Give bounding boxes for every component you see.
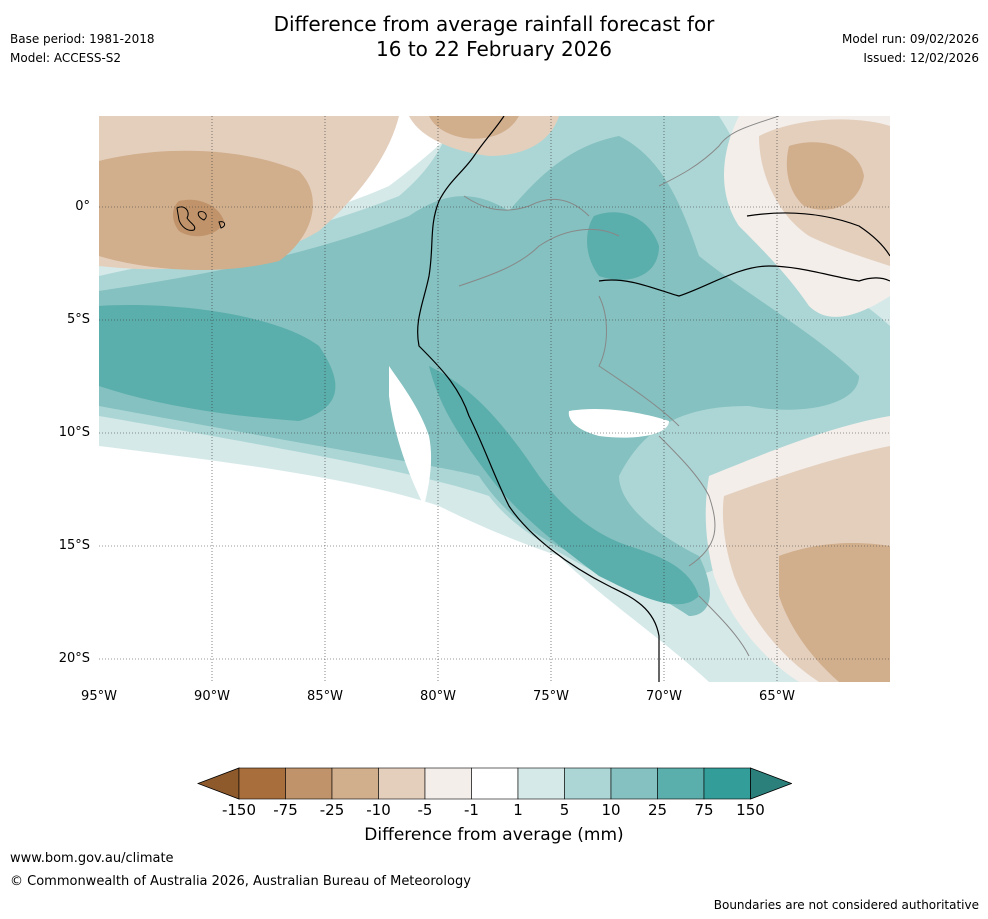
lon-label-90w: 90°W <box>194 689 230 704</box>
colorbar-tick-label: 25 <box>647 801 668 819</box>
contour-brown-se-dark <box>779 543 890 682</box>
colorbar-label: Difference from average (mm) <box>364 825 624 845</box>
model-text: Model: ACCESS-S2 <box>10 51 122 65</box>
title-line-1: Difference from average rainfall forecas… <box>273 12 715 36</box>
contour-teal-10-25 <box>99 136 859 616</box>
title-line-2: 16 to 22 February 2026 <box>376 37 612 61</box>
map-title: Difference from average rainfall forecas… <box>0 12 988 62</box>
colorbar-swatch <box>471 767 519 800</box>
lat-label-10s: 10°S <box>58 425 90 440</box>
colorbar-swatch <box>331 767 379 800</box>
colorbar-tick-label: 10 <box>601 801 621 819</box>
footer-copyright: © Commonwealth of Australia 2026, Austra… <box>10 874 471 889</box>
lon-label-85w: 85°W <box>307 689 343 704</box>
colorbar-swatch <box>378 767 426 800</box>
lat-label-5s: 5°S <box>66 312 90 327</box>
contour-teal-25-75-coast <box>429 366 699 605</box>
colorbar-swatch <box>564 767 612 800</box>
colorbar-tick-label: -5 <box>417 801 433 819</box>
colorbar-swatch <box>424 767 472 800</box>
colorbar-swatch <box>657 767 705 800</box>
lon-label-65w: 65°W <box>759 689 795 704</box>
amazon-river <box>598 265 890 297</box>
lon-label-75w: 75°W <box>533 689 569 704</box>
colorbar-tick-label: 75 <box>694 801 714 819</box>
contour-white-pocket-1 <box>389 366 432 506</box>
contour-brown-top-mid <box>429 116 519 139</box>
colorbar-swatch <box>238 767 286 800</box>
disclaimer-text: Boundaries are not considered authoritat… <box>713 898 979 912</box>
colorbar <box>197 767 792 800</box>
colorbar-tick-label: 150 <box>736 801 765 819</box>
contour-teal-25-75-ocean <box>99 305 336 421</box>
colorbar-swatch <box>285 767 333 800</box>
lat-label-20s: 20°S <box>58 651 90 666</box>
contour-white-pocket-2 <box>568 409 669 438</box>
issued-text: Issued: 12/02/2026 <box>863 51 979 65</box>
colorbar-tick-label: 5 <box>559 801 570 819</box>
lat-label-15s: 15°S <box>58 538 90 553</box>
colorbar-swatch <box>703 767 751 800</box>
colorbar-tick-label: -25 <box>319 801 345 819</box>
north-river <box>746 212 890 257</box>
model-run-text: Model run: 09/02/2026 <box>841 32 979 46</box>
base-period-text: Base period: 1981-2018 <box>10 32 155 46</box>
graticule <box>99 116 890 682</box>
colorbar-tick-label: -1 <box>464 801 479 819</box>
lon-label-80w: 80°W <box>420 689 456 704</box>
country-borders <box>458 116 780 657</box>
colorbar-swatch <box>517 767 565 800</box>
run-info: Model run: 09/02/2026 Issued: 12/02/2026 <box>842 30 979 68</box>
colorbar-tick-label: -75 <box>273 801 298 819</box>
colorbar-under-arrow <box>197 767 240 800</box>
galapagos-islands <box>176 206 226 231</box>
contour-brown-ne-dark <box>786 142 864 210</box>
coastline <box>417 116 660 682</box>
model-info: Base period: 1981-2018 Model: ACCESS-S2 <box>10 30 155 68</box>
rainfall-anomaly-map <box>99 116 890 682</box>
lat-label-0: 0° <box>75 199 90 214</box>
colorbar-over-arrow <box>750 767 792 800</box>
contour-teal-25-75-amazon <box>587 212 659 280</box>
colorbar-tick-label: 1 <box>513 801 523 819</box>
colorbar-tick-label: -10 <box>366 801 391 819</box>
lon-label-70w: 70°W <box>646 689 682 704</box>
colorbar-tick-label: -150 <box>221 801 257 819</box>
lon-label-95w: 95°W <box>81 689 117 704</box>
colorbar-swatch <box>610 767 658 800</box>
footer-url: www.bom.gov.au/climate <box>10 851 174 866</box>
